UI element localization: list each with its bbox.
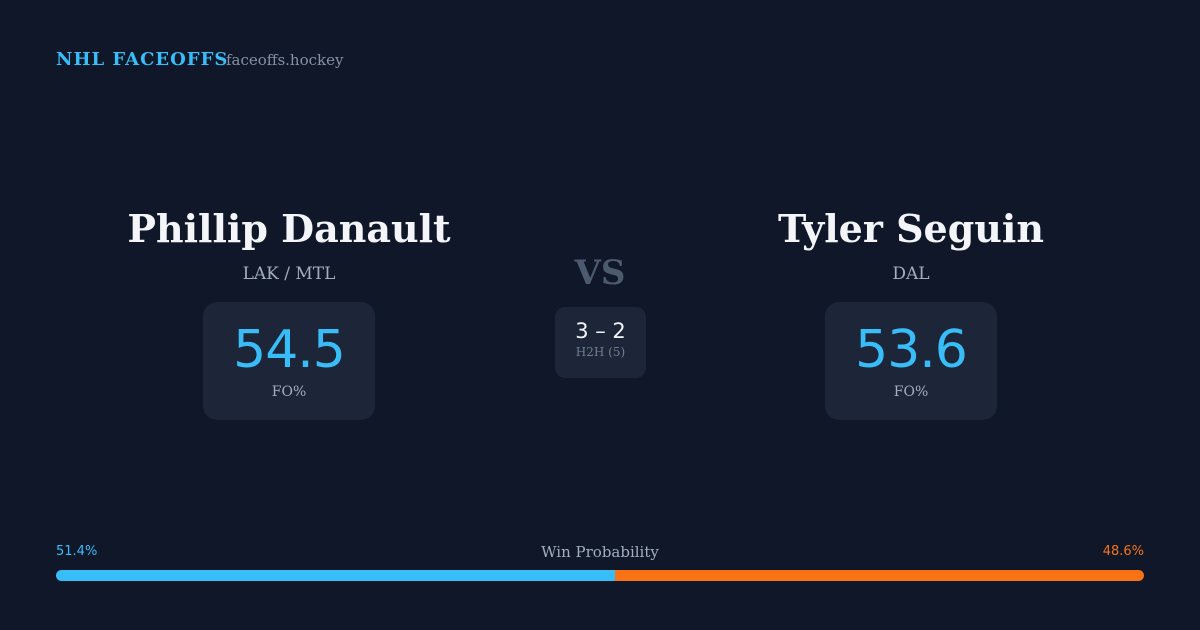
player-team: LAK / MTL: [242, 264, 336, 284]
win-prob-right: 48.6%: [1102, 544, 1144, 559]
win-prob-segment: [615, 570, 1144, 581]
h2h-card: 3 – 2 H2H (5): [555, 307, 646, 378]
player-name: Tyler Seguin: [778, 206, 1044, 251]
stat-label: FO%: [271, 384, 307, 400]
stat-card: 53.6 FO%: [825, 302, 997, 420]
win-prob-left: 51.4%: [56, 544, 98, 559]
faceoff-pct: 54.5: [233, 320, 346, 380]
site-name: faceoffs.hockey: [226, 51, 344, 69]
h2h-score: 3 – 2: [575, 319, 626, 343]
versus: VS: [574, 253, 626, 293]
player-name: Phillip Danault: [127, 206, 451, 251]
stat-label: FO%: [893, 384, 929, 400]
win-prob-segment: [56, 570, 616, 581]
win-prob-title: Win Probability: [541, 543, 659, 561]
stat-card: 54.5 FO%: [203, 302, 375, 420]
faceoff-pct: 53.6: [855, 320, 968, 380]
h2h-label: H2H (5): [575, 345, 626, 359]
brand-title: NHL FACEOFFS: [56, 49, 229, 70]
win-prob-bar: [56, 570, 1144, 581]
player-team: DAL: [892, 264, 930, 284]
